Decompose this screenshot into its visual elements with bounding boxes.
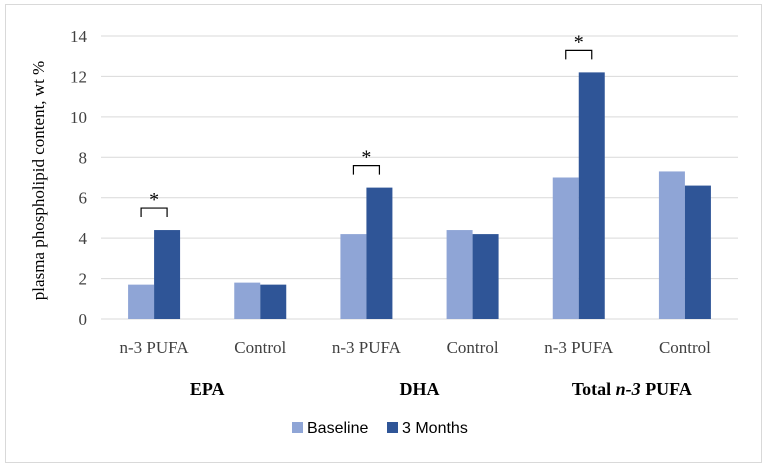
group-label-2: Total n-3 PUFA xyxy=(572,379,692,399)
significance-star-0: * xyxy=(149,189,159,211)
y-axis-title: plasma phospholipid content, wt % xyxy=(29,61,48,300)
y-tick-label-10: 10 xyxy=(70,108,87,127)
bar-3-months-3 xyxy=(472,234,499,319)
group-label-prefix: Total xyxy=(572,379,616,399)
y-tick-label-12: 12 xyxy=(70,67,87,86)
y-tick-label-8: 8 xyxy=(79,148,88,167)
x-tick-label-2: n-3 PUFA xyxy=(332,338,402,357)
significance-star-1: * xyxy=(361,147,371,169)
legend-label-1: 3 Months xyxy=(402,420,468,437)
bar-3-months-1 xyxy=(260,284,287,319)
x-tick-label-1: Control xyxy=(234,338,286,357)
legend-swatch-1 xyxy=(387,422,398,433)
y-tick-label-2: 2 xyxy=(79,270,88,289)
y-tick-label-14: 14 xyxy=(70,27,88,46)
bar-3-months-4 xyxy=(578,72,605,319)
x-tick-label-0: n-3 PUFA xyxy=(120,338,190,357)
bar-baseline-1 xyxy=(234,282,261,319)
significance-bracket-2 xyxy=(565,49,593,60)
group-label-italic: n-3 xyxy=(616,379,641,399)
x-tick-label-4: n-3 PUFA xyxy=(544,338,614,357)
legend-label-0: Baseline xyxy=(307,420,368,437)
group-label-text: DHA xyxy=(400,379,440,399)
y-tick-label-6: 6 xyxy=(79,189,88,208)
legend-swatch-0 xyxy=(292,422,303,433)
group-label-text: EPA xyxy=(190,379,225,399)
significance-bracket-1 xyxy=(352,165,381,175)
x-tick-label-5: Control xyxy=(659,338,711,357)
bar-baseline-4 xyxy=(552,177,579,319)
bar-3-months-5 xyxy=(684,185,711,319)
bar-3-months-2 xyxy=(366,187,393,319)
significance-star-2: * xyxy=(574,31,584,53)
bar-baseline-3 xyxy=(446,230,473,319)
bar-baseline-5 xyxy=(658,171,685,319)
group-label-0: EPA xyxy=(190,379,225,399)
bar-3-months-0 xyxy=(154,230,181,319)
y-tick-label-0: 0 xyxy=(79,310,88,329)
significance-bracket-0 xyxy=(140,207,168,218)
group-label-1: DHA xyxy=(400,379,440,399)
group-label-suffix: PUFA xyxy=(641,379,692,399)
bar-baseline-0 xyxy=(128,284,155,319)
x-tick-label-3: Control xyxy=(447,338,499,357)
bar-baseline-2 xyxy=(340,234,367,319)
y-tick-label-4: 4 xyxy=(79,229,88,248)
